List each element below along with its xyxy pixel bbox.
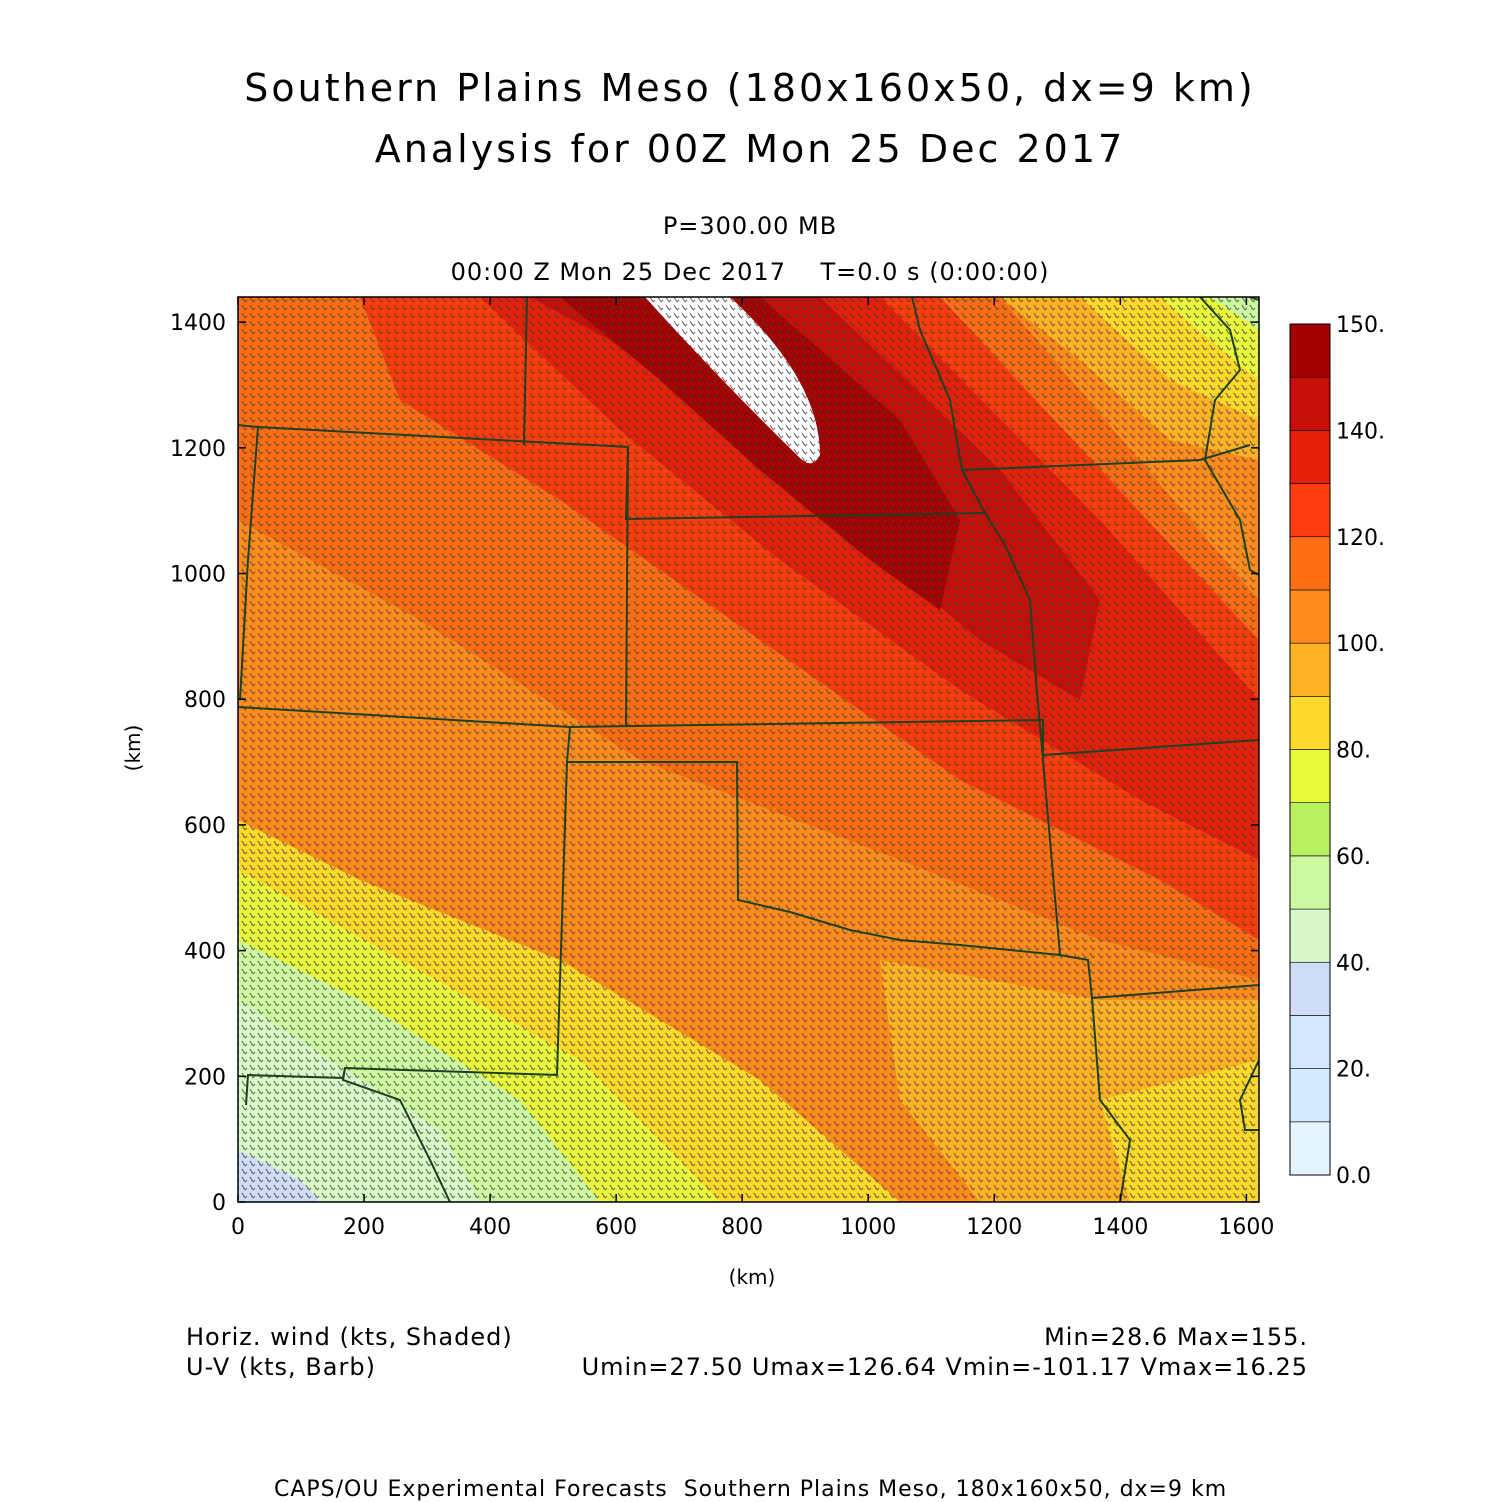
field-shaded-label: Horiz. wind (kts, Shaded)	[186, 1323, 513, 1351]
y-tick-label: 600	[184, 814, 226, 839]
map-subtitle: Analysis for 00Z Mon 25 Dec 2017	[374, 127, 1126, 171]
colorbar-swatch	[1289, 642, 1331, 697]
x-tick-label: 1000	[840, 1215, 896, 1240]
field-minmax: Min=28.6 Max=155.	[1044, 1323, 1308, 1351]
y-tick-label: 800	[184, 688, 226, 713]
colorbar-swatch	[1289, 483, 1331, 538]
colorbar-label: 100.	[1336, 632, 1385, 657]
colorbar-swatch	[1289, 696, 1331, 750]
colorbar-swatch	[1289, 536, 1331, 591]
colorbar-frame	[1289, 323, 1331, 1176]
colorbar-swatch	[1289, 430, 1331, 484]
credit-line: CAPS/OU Experimental Forecasts Southern …	[274, 1477, 1228, 1502]
colorbar-label: 60.	[1336, 845, 1371, 870]
y-axis: 0 200 400 600 800 1000 1200 1400	[170, 311, 1259, 1216]
x-tick-label: 200	[343, 1215, 385, 1240]
colorbar-label: 140.	[1336, 419, 1385, 444]
colorbar-swatch	[1289, 376, 1331, 431]
x-axis-label: (km)	[729, 1265, 776, 1289]
colorbar-swatch	[1289, 1121, 1331, 1176]
colorbar	[1289, 323, 1331, 1176]
x-tick-label: 1400	[1092, 1215, 1148, 1240]
shaded-wind-field	[238, 297, 1259, 1202]
y-tick-label: 1400	[170, 311, 226, 336]
colorbar-swatch	[1289, 961, 1331, 1016]
x-tick-label: 400	[469, 1215, 511, 1240]
colorbar-swatch	[1289, 749, 1331, 803]
plot-frame	[237, 296, 1260, 1203]
x-tick-label: 600	[595, 1215, 637, 1240]
valid-time: 00:00 Z Mon 25 Dec 2017 T=0.0 s (0:00:00…	[450, 258, 1050, 286]
colorbar-swatch	[1289, 589, 1331, 644]
x-tick-label: 1600	[1218, 1215, 1274, 1240]
colorbar-swatch	[1289, 323, 1331, 378]
pressure-level: P=300.00 MB	[662, 212, 838, 240]
colorbar-swatch	[1289, 855, 1331, 910]
colorbar-label: 20.	[1336, 1058, 1371, 1083]
colorbar-swatch	[1289, 802, 1331, 857]
colorbar-swatch	[1289, 908, 1331, 963]
colorbar-label: 40.	[1336, 951, 1371, 976]
y-tick-label: 0	[212, 1191, 226, 1216]
colorbar-label: 0.0	[1336, 1164, 1371, 1189]
x-tick-label: 800	[721, 1215, 763, 1240]
colorbar-label: 120.	[1336, 526, 1385, 551]
colorbar-label: 150.	[1336, 313, 1385, 338]
x-tick-label: 0	[231, 1215, 245, 1240]
x-axis: 0 200 400 600 800 1000 1200 1400 1600	[231, 297, 1274, 1240]
colorbar-swatch	[1289, 1068, 1331, 1123]
y-axis-label: (km)	[121, 725, 145, 772]
x-tick-label: 1200	[966, 1215, 1022, 1240]
uv-stats: Umin=27.50 Umax=126.64 Vmin=-101.17 Vmax…	[581, 1353, 1308, 1381]
colorbar-label: 80.	[1336, 739, 1371, 764]
y-tick-label: 400	[184, 940, 226, 965]
y-tick-label: 200	[184, 1065, 226, 1090]
state-borders	[238, 297, 1259, 1202]
colorbar-labels: 0.0 20. 40. 60. 80. 100. 120. 140. 150.	[1336, 313, 1385, 1189]
y-tick-label: 1200	[170, 437, 226, 462]
colorbar-swatch	[1289, 1015, 1331, 1069]
y-tick-label: 1000	[170, 563, 226, 588]
field-barb-label: U-V (kts, Barb)	[186, 1353, 376, 1381]
map-title: Southern Plains Meso (180x160x50, dx=9 k…	[244, 66, 1256, 110]
